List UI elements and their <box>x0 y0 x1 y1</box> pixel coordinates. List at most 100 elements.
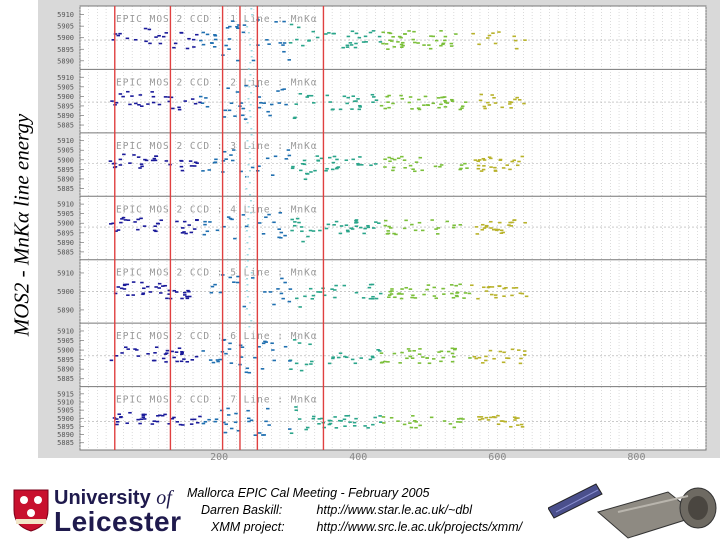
data-point <box>273 155 278 158</box>
data-point <box>243 118 248 120</box>
data-point <box>267 424 271 426</box>
data-point <box>185 297 190 300</box>
data-point <box>242 24 247 26</box>
data-point <box>277 236 281 239</box>
data-point <box>128 411 132 414</box>
data-point <box>439 30 443 32</box>
data-point <box>433 165 438 168</box>
data-point <box>349 44 354 46</box>
data-point <box>344 159 349 162</box>
data-point <box>331 357 335 360</box>
data-point <box>515 96 519 99</box>
data-point <box>416 42 420 44</box>
y-tick-label: 5910 <box>57 269 74 277</box>
data-point <box>274 21 278 23</box>
data-point <box>350 228 355 230</box>
data-point <box>390 288 394 290</box>
data-point <box>151 359 156 362</box>
data-point <box>453 347 457 350</box>
data-point <box>503 420 507 423</box>
data-point <box>151 95 156 98</box>
data-point <box>358 156 362 158</box>
y-tick-label: 5900 <box>57 34 74 42</box>
data-point <box>352 421 357 424</box>
data-point <box>408 355 413 358</box>
data-point <box>505 357 509 359</box>
data-point <box>413 419 417 422</box>
data-point <box>234 412 238 415</box>
project-url-link[interactable]: http://www.src.le.ac.uk/projects/xmm/ <box>316 520 523 534</box>
data-point <box>351 158 355 161</box>
data-point <box>514 286 519 289</box>
outlier-point <box>251 14 254 16</box>
outlier-point <box>250 128 253 130</box>
data-point <box>442 293 446 295</box>
data-point <box>345 46 350 48</box>
data-point <box>287 59 291 61</box>
data-point <box>138 94 143 96</box>
data-point <box>498 221 502 224</box>
data-point <box>305 96 309 98</box>
data-point <box>138 167 142 169</box>
data-point <box>115 421 120 423</box>
data-point <box>251 59 256 62</box>
data-point <box>370 93 375 96</box>
data-point <box>333 296 337 299</box>
panel-label: EPIC MOS 2 CCD : 7 Line : MnKα <box>116 395 318 406</box>
data-point <box>172 356 176 359</box>
outlier-point <box>248 146 251 148</box>
outlier-point <box>248 236 251 238</box>
outlier-point <box>249 200 252 202</box>
data-point <box>432 286 437 289</box>
data-point <box>451 226 456 229</box>
data-point <box>442 96 447 98</box>
data-point <box>389 293 394 295</box>
data-point <box>330 108 335 111</box>
data-point <box>385 95 389 98</box>
data-point <box>272 359 276 362</box>
data-point <box>308 287 313 290</box>
data-point <box>291 165 295 168</box>
data-point <box>369 164 373 167</box>
data-point <box>295 38 299 41</box>
data-point <box>400 97 405 100</box>
data-point <box>118 164 123 166</box>
data-point <box>308 343 312 346</box>
y-tick-label: 5890 <box>57 112 74 120</box>
data-point <box>301 240 305 243</box>
y-tick-label: 5905 <box>57 147 74 155</box>
data-point <box>383 166 387 168</box>
data-point <box>222 150 227 153</box>
y-tick-label: 5895 <box>57 166 74 174</box>
outlier-point <box>245 230 248 232</box>
data-point <box>299 369 304 372</box>
data-point <box>333 289 337 291</box>
data-point <box>378 350 382 352</box>
data-point <box>119 416 123 418</box>
data-point <box>324 169 328 172</box>
data-point <box>354 219 359 221</box>
data-point <box>279 231 284 234</box>
data-point <box>297 221 301 224</box>
data-point <box>484 224 489 227</box>
data-point <box>458 168 462 171</box>
data-point <box>330 168 335 171</box>
name-url-link[interactable]: http://www.star.le.ac.uk/~dbl <box>316 503 472 517</box>
data-point <box>189 231 194 234</box>
data-point <box>189 165 194 167</box>
data-point <box>154 36 158 38</box>
data-point <box>437 351 441 353</box>
data-point <box>205 230 210 233</box>
data-point <box>346 230 350 233</box>
data-point <box>136 156 141 158</box>
data-point <box>512 35 516 38</box>
outlier-point <box>246 296 249 298</box>
data-point <box>157 34 161 37</box>
data-point <box>434 228 438 230</box>
data-point <box>524 295 529 298</box>
data-point <box>460 107 464 109</box>
data-point <box>228 25 232 28</box>
data-point <box>177 106 181 109</box>
data-point <box>425 288 429 291</box>
data-point <box>228 342 232 345</box>
